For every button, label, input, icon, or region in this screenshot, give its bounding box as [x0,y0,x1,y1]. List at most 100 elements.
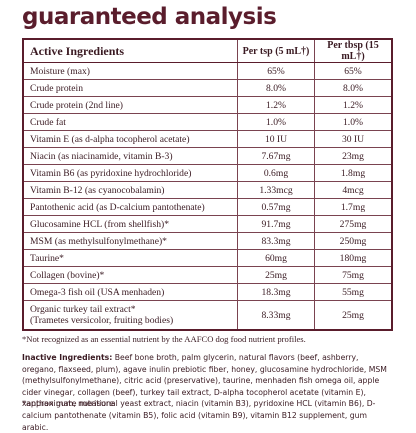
title: guaranteed analysis [22,4,277,30]
value: 1.0% [343,116,363,128]
ingredient: Moisture (max) [30,65,90,77]
ingredient-cell: Moisture (max) [23,62,238,80]
table-row: Niacin (as niacinamide, vitamin B-3) 7.67… [23,147,392,165]
value-cell: 4mcg [314,181,392,199]
table-row: Omega-3 fish oil (USA menhaden) 18.3mg 55m… [23,283,392,301]
value: 4mcg [342,184,364,196]
value: 8.33mg [261,309,291,321]
value-cell: 8.33mg [237,300,315,331]
ingredient-cell: Niacin (as niacinamide, vitamin B-3) [23,147,238,165]
ingredient: Collagen (bovine)* [30,269,105,281]
footnote: *Not recognized as an essential nutrient… [22,334,306,344]
value: 18.3mg [261,286,291,298]
value-cell: 25mg [314,300,392,331]
ingredient-cell: Organic turkey tail extract* (Trametes ve… [23,300,238,331]
table-row: Vitamin B-12 (as cyanocobalamin) 1.33mcg 4… [23,181,392,199]
value: 275mg [339,218,367,230]
ingredient-cell: Vitamin E (as d-alpha tocopherol acetate… [23,130,238,148]
ingredient-cell: MSM (as methylsulfonylmethane)* [23,232,238,250]
value-cell: 0.6mg [237,164,315,182]
value-cell: 60mg [237,249,315,267]
value-cell: 1.0% [314,113,392,131]
ingredient-cell: Omega-3 fish oil (USA menhaden) [23,283,238,301]
table-row: Vitamin B6 (as pyridoxine hydrochloride)… [23,164,392,182]
value: 250mg [339,235,367,247]
ingredient: Omega-3 fish oil (USA menhaden) [30,286,165,298]
value: 1.8mg [340,167,366,179]
value: 0.57mg [261,201,291,213]
value: 60mg [265,252,287,264]
value-cell: 8.0% [314,79,392,97]
value: 65% [344,65,362,77]
value-cell: 65% [237,62,315,80]
ingredient-cell: Vitamin B6 (as pyridoxine hydrochloride) [23,164,238,182]
value: 91.7mg [261,218,291,230]
value-cell: 10 IU [237,130,315,148]
value-cell: 7.67mg [237,147,315,165]
table-row: Crude fat 1.0% 1.0% [23,113,392,131]
value-cell: 1.2% [237,96,315,114]
value: 30 IU [341,133,365,145]
ingredient-cell: Crude protein (2nd line) [23,96,238,114]
ingredient: Pantothenic acid (as D-calcium pantothen… [30,201,205,213]
value-cell: 275mg [314,215,392,233]
table-row: MSM (as methylsulfonylmethane)* 83.3mg 250… [23,232,392,250]
value-cell: 55mg [314,283,392,301]
table-row: Vitamin E (as d-alpha tocopherol acetate… [23,130,392,148]
ingredient-cell: Crude protein [23,79,238,97]
row-note: (Trametes versicolor, fruiting bodies) [30,315,174,326]
value-cell: 1.0% [237,113,315,131]
ingredient: Vitamin B6 (as pyridoxine hydrochloride) [30,167,192,179]
ingredient-cell: Vitamin B-12 (as cyanocobalamin) [23,181,238,199]
value: 10 IU [264,133,288,145]
value: 0.6mg [263,167,289,179]
value: 1.33mcg [259,184,293,196]
value-cell: 25mg [237,266,315,284]
table-row: Glucosamine HCL (from shellfish)* 91.7mg 2… [23,215,392,233]
column-header: Active Ingredients [23,39,238,63]
ingredient: Vitamin B-12 (as cyanocobalamin) [30,184,165,196]
value-cell: 1.8mg [314,164,392,182]
value-cell: 91.7mg [237,215,315,233]
table-row: Moisture (max) 65% 65% [23,62,392,80]
inactive-label: Inactive Ingredients: [22,353,113,362]
ingredient: Glucosamine HCL (from shellfish)* [30,218,169,230]
ingredient-cell: Collagen (bovine)* [23,266,238,284]
ingredient: Taurine* [30,252,64,264]
table-row: Collagen (bovine)* 25mg 75mg [23,266,392,284]
value-cell: 18.3mg [237,283,315,301]
ingredient-cell: Crude fat [23,113,238,131]
page: {"header": {"title": "guaranteed analysi… [22,4,393,432]
value: 1.2% [343,99,363,111]
table-row: Crude protein (2nd line) 1.2% 1.2% [23,96,392,114]
ingredient: Crude protein (2nd line) [30,99,123,111]
column-header: Per tsp (5 mL†) [237,39,315,63]
value: 25mg [342,309,364,321]
ingredient-cell: Taurine* [23,249,238,267]
value-cell: 0.57mg [237,198,315,216]
value: 83.3mg [261,235,291,247]
inactive-ingredients: Inactive Ingredients: Beef bone broth, p… [22,352,394,433]
value-cell: 83.3mg [237,232,315,250]
approx-note: *approximate measure [22,399,114,408]
value-cell: 180mg [314,249,392,267]
ingredient: Crude protein [30,82,84,94]
value-cell: 65% [314,62,392,80]
value: 25mg [265,269,287,281]
analysis-table: Active Ingredients Per tsp (5 mL†) Per tbs… [22,38,393,331]
value: 1.0% [266,116,286,128]
value: 8.0% [266,82,286,94]
value: 8.0% [343,82,363,94]
value: 1.7mg [340,201,366,213]
table-row: Pantothenic acid (as D-calcium pantothen… [23,198,392,216]
table-row: Organic turkey tail extract* (Trametes ve… [23,300,392,331]
ingredient: MSM (as methylsulfonylmethane)* [30,235,167,247]
inactive-text: Beef bone broth, palm glycerin, natural … [22,353,387,432]
value: 180mg [339,252,367,264]
ingredient-cell: Pantothenic acid (as D-calcium pantothen… [23,198,238,216]
value-cell: 1.7mg [314,198,392,216]
ingredient: Crude fat [30,116,66,128]
value: 55mg [342,286,364,298]
ingredient: Organic turkey tail extract* [30,304,136,315]
value-cell: 1.33mcg [237,181,315,199]
